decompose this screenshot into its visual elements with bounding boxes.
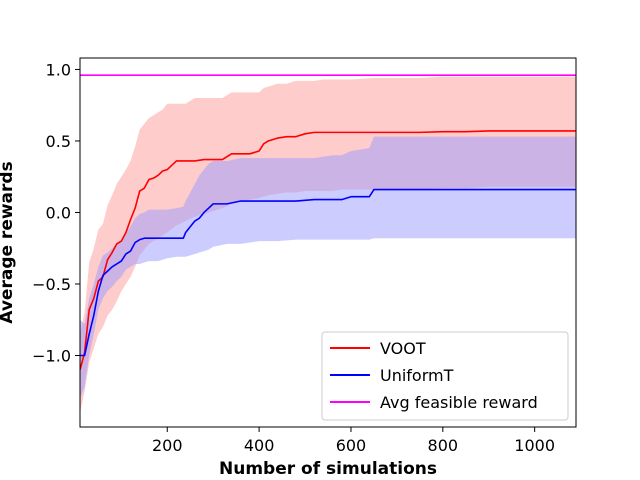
legend: VOOT UniformT Avg feasible reward [321,331,569,421]
y-axis-label: Average rewards [0,161,17,323]
legend-label-voot: VOOT [380,339,426,358]
series-lines [80,74,576,370]
y-tick-label: 1.0 [46,60,71,79]
y-tick-label: −1.0 [32,346,71,365]
x-tick-label: 200 [152,436,183,455]
band-uniformt [80,136,576,399]
x-tick-label: 1000 [514,436,555,455]
y-tick-label: 0.5 [46,132,71,151]
line-uniformt [80,188,576,357]
y-axis: −1.0 −0.5 0.0 0.5 1.0 [32,60,80,365]
x-tick-label: 600 [336,436,367,455]
legend-box [321,331,569,421]
x-axis-label: Number of simulations [219,459,437,479]
x-axis: 200 400 600 800 1000 [152,427,555,455]
x-tick-label: 800 [428,436,459,455]
plot-frame [79,57,577,428]
confidence-bands [80,76,576,413]
y-tick-label: −0.5 [32,275,71,294]
legend-label-avg-feasible-reward: Avg feasible reward [380,393,538,412]
legend-label-uniformt: UniformT [380,366,454,385]
x-tick-label: 400 [244,436,275,455]
line-voot [80,130,576,370]
y-tick-label: 0.0 [46,203,71,222]
